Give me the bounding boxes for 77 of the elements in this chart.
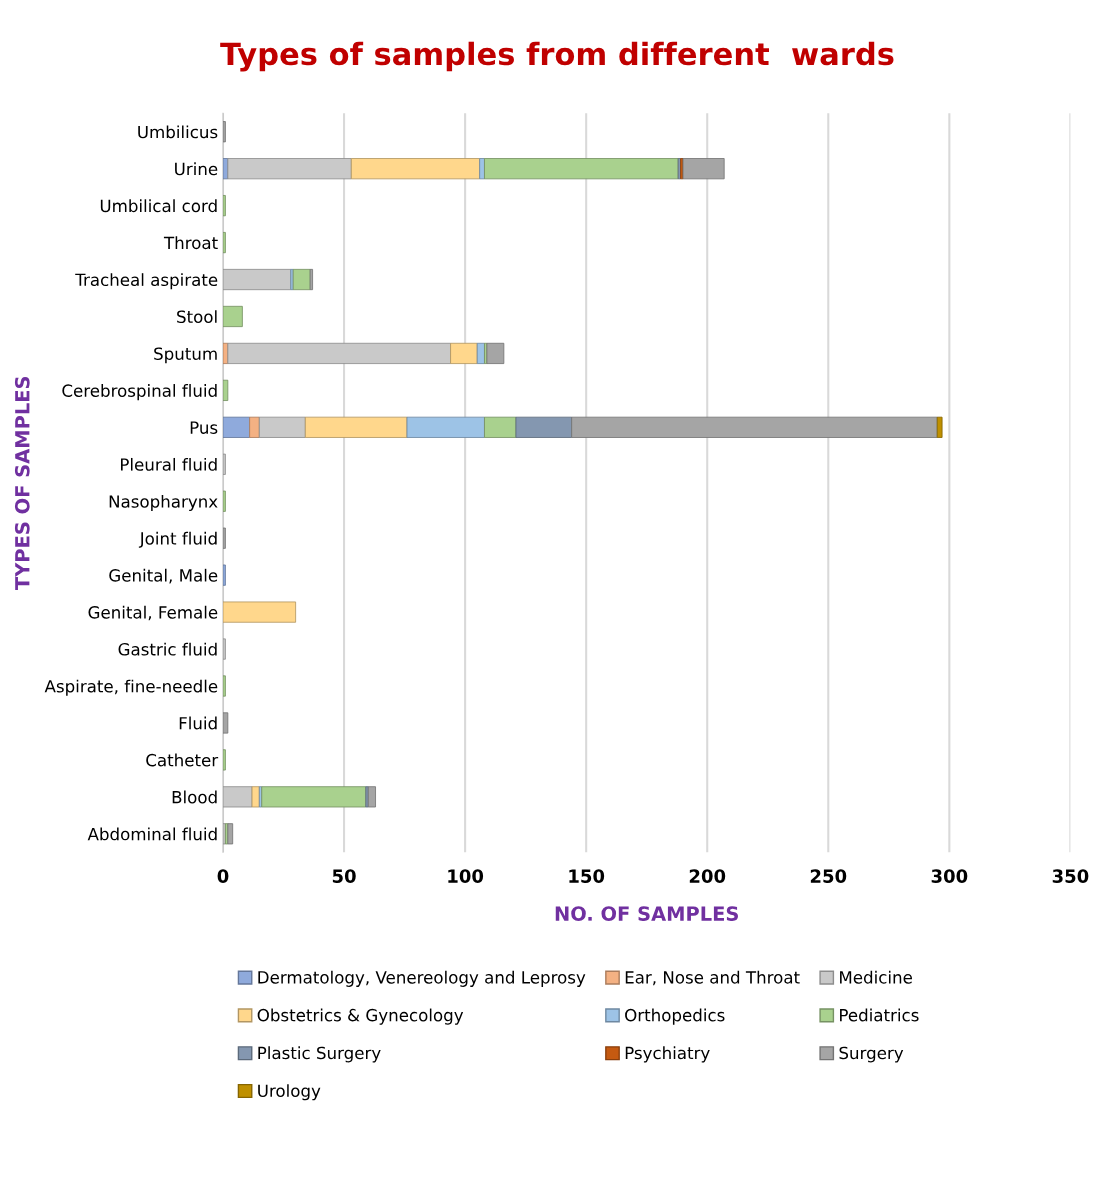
bar [223,490,226,512]
bar [251,786,260,808]
x-tick-label: 350 [1052,869,1089,883]
bar [223,121,226,143]
bar [223,231,226,254]
y-tick-label: Pleural fluid [121,457,217,471]
bar [223,416,251,438]
x-tick-label: 300 [931,869,968,883]
y-tick-label: Umbilicus [138,125,218,139]
chart-title: Types of samples from different wards [220,41,894,72]
legend-label: Pediatrics [840,1008,919,1022]
legend-label: Psychiatry [625,1046,710,1063]
bar [515,416,573,438]
x-axis-title: NO. OF SAMPLES [555,906,738,921]
x-tick-label: 100 [448,869,484,883]
x-tick-label: 150 [569,869,605,883]
y-axis-title: TYPES OF SAMPLES [14,376,30,590]
bar [223,527,226,549]
bar [223,195,226,217]
bar [484,416,517,438]
bar [367,786,376,808]
bar [249,416,260,438]
y-tick-label: Sputum [154,347,217,364]
bar [406,416,485,438]
bar [682,158,725,180]
legend-label: Obstetrics & Gynecology [257,1008,464,1025]
bar [936,416,943,438]
bar [258,416,306,438]
bar [571,416,938,438]
legend-label: Ear, Nose and Throat [625,970,800,986]
bar [350,158,481,180]
bar [227,342,452,365]
y-tick-label: Throat [163,236,218,250]
bar [292,268,311,291]
bar [223,749,226,771]
y-tick-label: Urine [175,162,218,176]
bar [304,416,408,438]
bar [365,786,369,808]
bar [223,564,226,586]
bar [486,342,505,365]
bar [450,342,478,365]
bar [261,786,367,808]
bar [223,675,226,697]
y-tick-label: Pus [190,421,218,434]
bar [223,601,297,623]
legend-label: Plastic Surgery [258,1046,381,1063]
y-tick-label: Fluid [179,716,217,730]
bar [227,823,234,845]
legend-label: Urology [258,1084,321,1101]
y-tick-label: Tracheal aspirate [75,273,218,290]
x-tick-label: 250 [810,869,847,883]
bar [227,158,352,180]
y-tick-label: Abdominal fluid [87,827,217,841]
y-tick-label: Gastric fluid [118,642,217,656]
legend-label: Medicine [840,970,912,984]
x-tick-label: 0 [217,869,229,883]
bar [484,158,679,180]
y-tick-label: Catheter [146,753,219,767]
bar [223,712,229,734]
bar [223,305,243,328]
y-tick-label: Cerebrospinal fluid [62,384,217,401]
y-tick-label: Nasopharynx [109,494,218,512]
bar [309,268,313,291]
y-tick-label: Genital, Male [109,568,218,584]
x-tick-label: 50 [332,869,356,883]
legend-label: Dermatology, Venereology and Leprosy [258,970,586,987]
y-tick-label: Umbilical cord [100,199,217,213]
y-tick-label: Aspirate, fine-needle [44,679,218,696]
bar [290,268,294,291]
legend-label: Orthopedics [625,1008,725,1025]
y-tick-label: Joint fluid [138,531,217,548]
bar [223,379,229,401]
y-tick-label: Stool [177,310,217,324]
legend-label: Surgery [839,1046,904,1063]
y-tick-label: Blood [172,790,217,804]
y-tick-label: Genital, Female [88,605,218,621]
x-tick-label: 200 [689,869,726,883]
